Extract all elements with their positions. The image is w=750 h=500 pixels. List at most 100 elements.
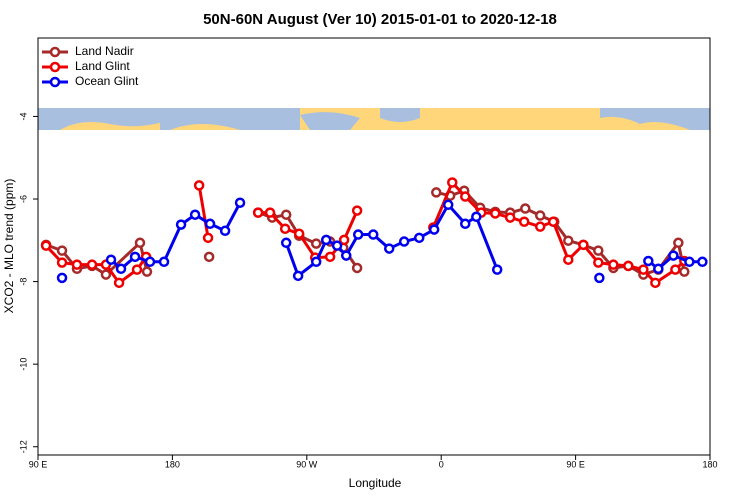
legend-label: Land Glint (75, 59, 130, 73)
data-point (679, 266, 690, 277)
data-point (352, 229, 364, 240)
data-point (431, 187, 442, 198)
data-point (428, 224, 440, 235)
y-tick-label: -4 (18, 112, 28, 120)
map-ocean (38, 108, 170, 130)
y-tick-label: -12 (18, 440, 28, 453)
data-point (650, 277, 661, 289)
data-point (202, 232, 214, 244)
data-point (105, 254, 117, 265)
legend-marker (49, 46, 61, 58)
data-point (40, 240, 52, 251)
data-point (56, 272, 68, 284)
data-point (643, 255, 654, 267)
data-point (534, 210, 546, 221)
data-point (331, 240, 343, 251)
data-point (638, 264, 649, 275)
legend-label: Ocean Glint (75, 74, 139, 88)
map-ocean (380, 108, 420, 122)
map-ocean (300, 112, 360, 130)
data-point (351, 262, 363, 274)
x-tick-label: 180 (702, 459, 717, 469)
series-line (197, 185, 210, 239)
data-point (175, 219, 187, 230)
series-line (284, 203, 499, 278)
data-point (113, 277, 125, 289)
data-point (144, 256, 156, 268)
data-point (563, 254, 574, 265)
legend-marker (49, 61, 61, 73)
data-point (340, 250, 352, 261)
data-point (547, 216, 559, 227)
data-point (520, 203, 531, 214)
data-point (491, 264, 503, 275)
data-point (518, 216, 530, 227)
map-ocean (160, 108, 300, 130)
data-point (563, 235, 574, 246)
legend-marker (49, 76, 61, 88)
data-point (398, 236, 410, 247)
data-point (471, 211, 482, 223)
data-point (234, 197, 246, 208)
data-point (447, 177, 458, 188)
data-point (189, 209, 201, 220)
data-point (320, 234, 332, 246)
data-point (578, 239, 589, 251)
data-point (668, 250, 679, 261)
data-point (459, 218, 471, 230)
data-point (131, 264, 143, 275)
data-point (670, 264, 681, 275)
data-point (158, 256, 170, 268)
data-point (594, 272, 605, 284)
data-point (351, 205, 363, 216)
data-point (490, 208, 501, 219)
data-point (593, 245, 604, 256)
data-point (203, 251, 215, 263)
data-point (86, 259, 98, 270)
data-point (534, 221, 546, 232)
data-point (292, 270, 304, 282)
series-line (110, 202, 242, 271)
data-point (280, 209, 292, 220)
data-point (264, 207, 276, 218)
data-point (219, 225, 231, 237)
map-band (38, 108, 710, 130)
legend-label: Land Nadir (75, 44, 134, 58)
y-axis-label: XCO2 - MLO trend (ppm) (2, 179, 16, 314)
data-point (193, 180, 205, 191)
x-axis-label: Longitude (349, 476, 402, 490)
x-tick-label: 0 (439, 459, 444, 469)
data-point (442, 199, 454, 211)
data-point (56, 245, 68, 256)
y-tick-label: -8 (18, 278, 28, 286)
data-point (684, 256, 695, 268)
data-point (608, 259, 619, 270)
chart-title: 50N-60N August (Ver 10) 2015-01-01 to 20… (203, 11, 557, 28)
data-point (310, 238, 322, 249)
data-point (459, 191, 471, 202)
x-tick-label: 90 W (296, 459, 318, 469)
data-point (697, 256, 708, 268)
data-point (71, 259, 83, 270)
data-point (653, 263, 664, 275)
data-point (279, 223, 291, 234)
data-point (129, 251, 141, 263)
data-point (293, 228, 305, 239)
data-point (383, 243, 395, 254)
y-tick-label: -6 (18, 195, 28, 203)
data-point (56, 257, 68, 268)
plot-frame (37, 37, 711, 456)
x-tick-label: 180 (165, 459, 180, 469)
data-point (310, 256, 322, 268)
data-point (593, 257, 604, 268)
data-point (134, 237, 146, 249)
data-point (673, 237, 684, 249)
data-point (413, 232, 425, 244)
data-point (204, 218, 216, 230)
data-point (141, 266, 153, 277)
map-ocean (600, 108, 710, 130)
data-point (100, 269, 112, 280)
y-tick-label: -10 (18, 358, 28, 371)
data-point (338, 234, 350, 246)
